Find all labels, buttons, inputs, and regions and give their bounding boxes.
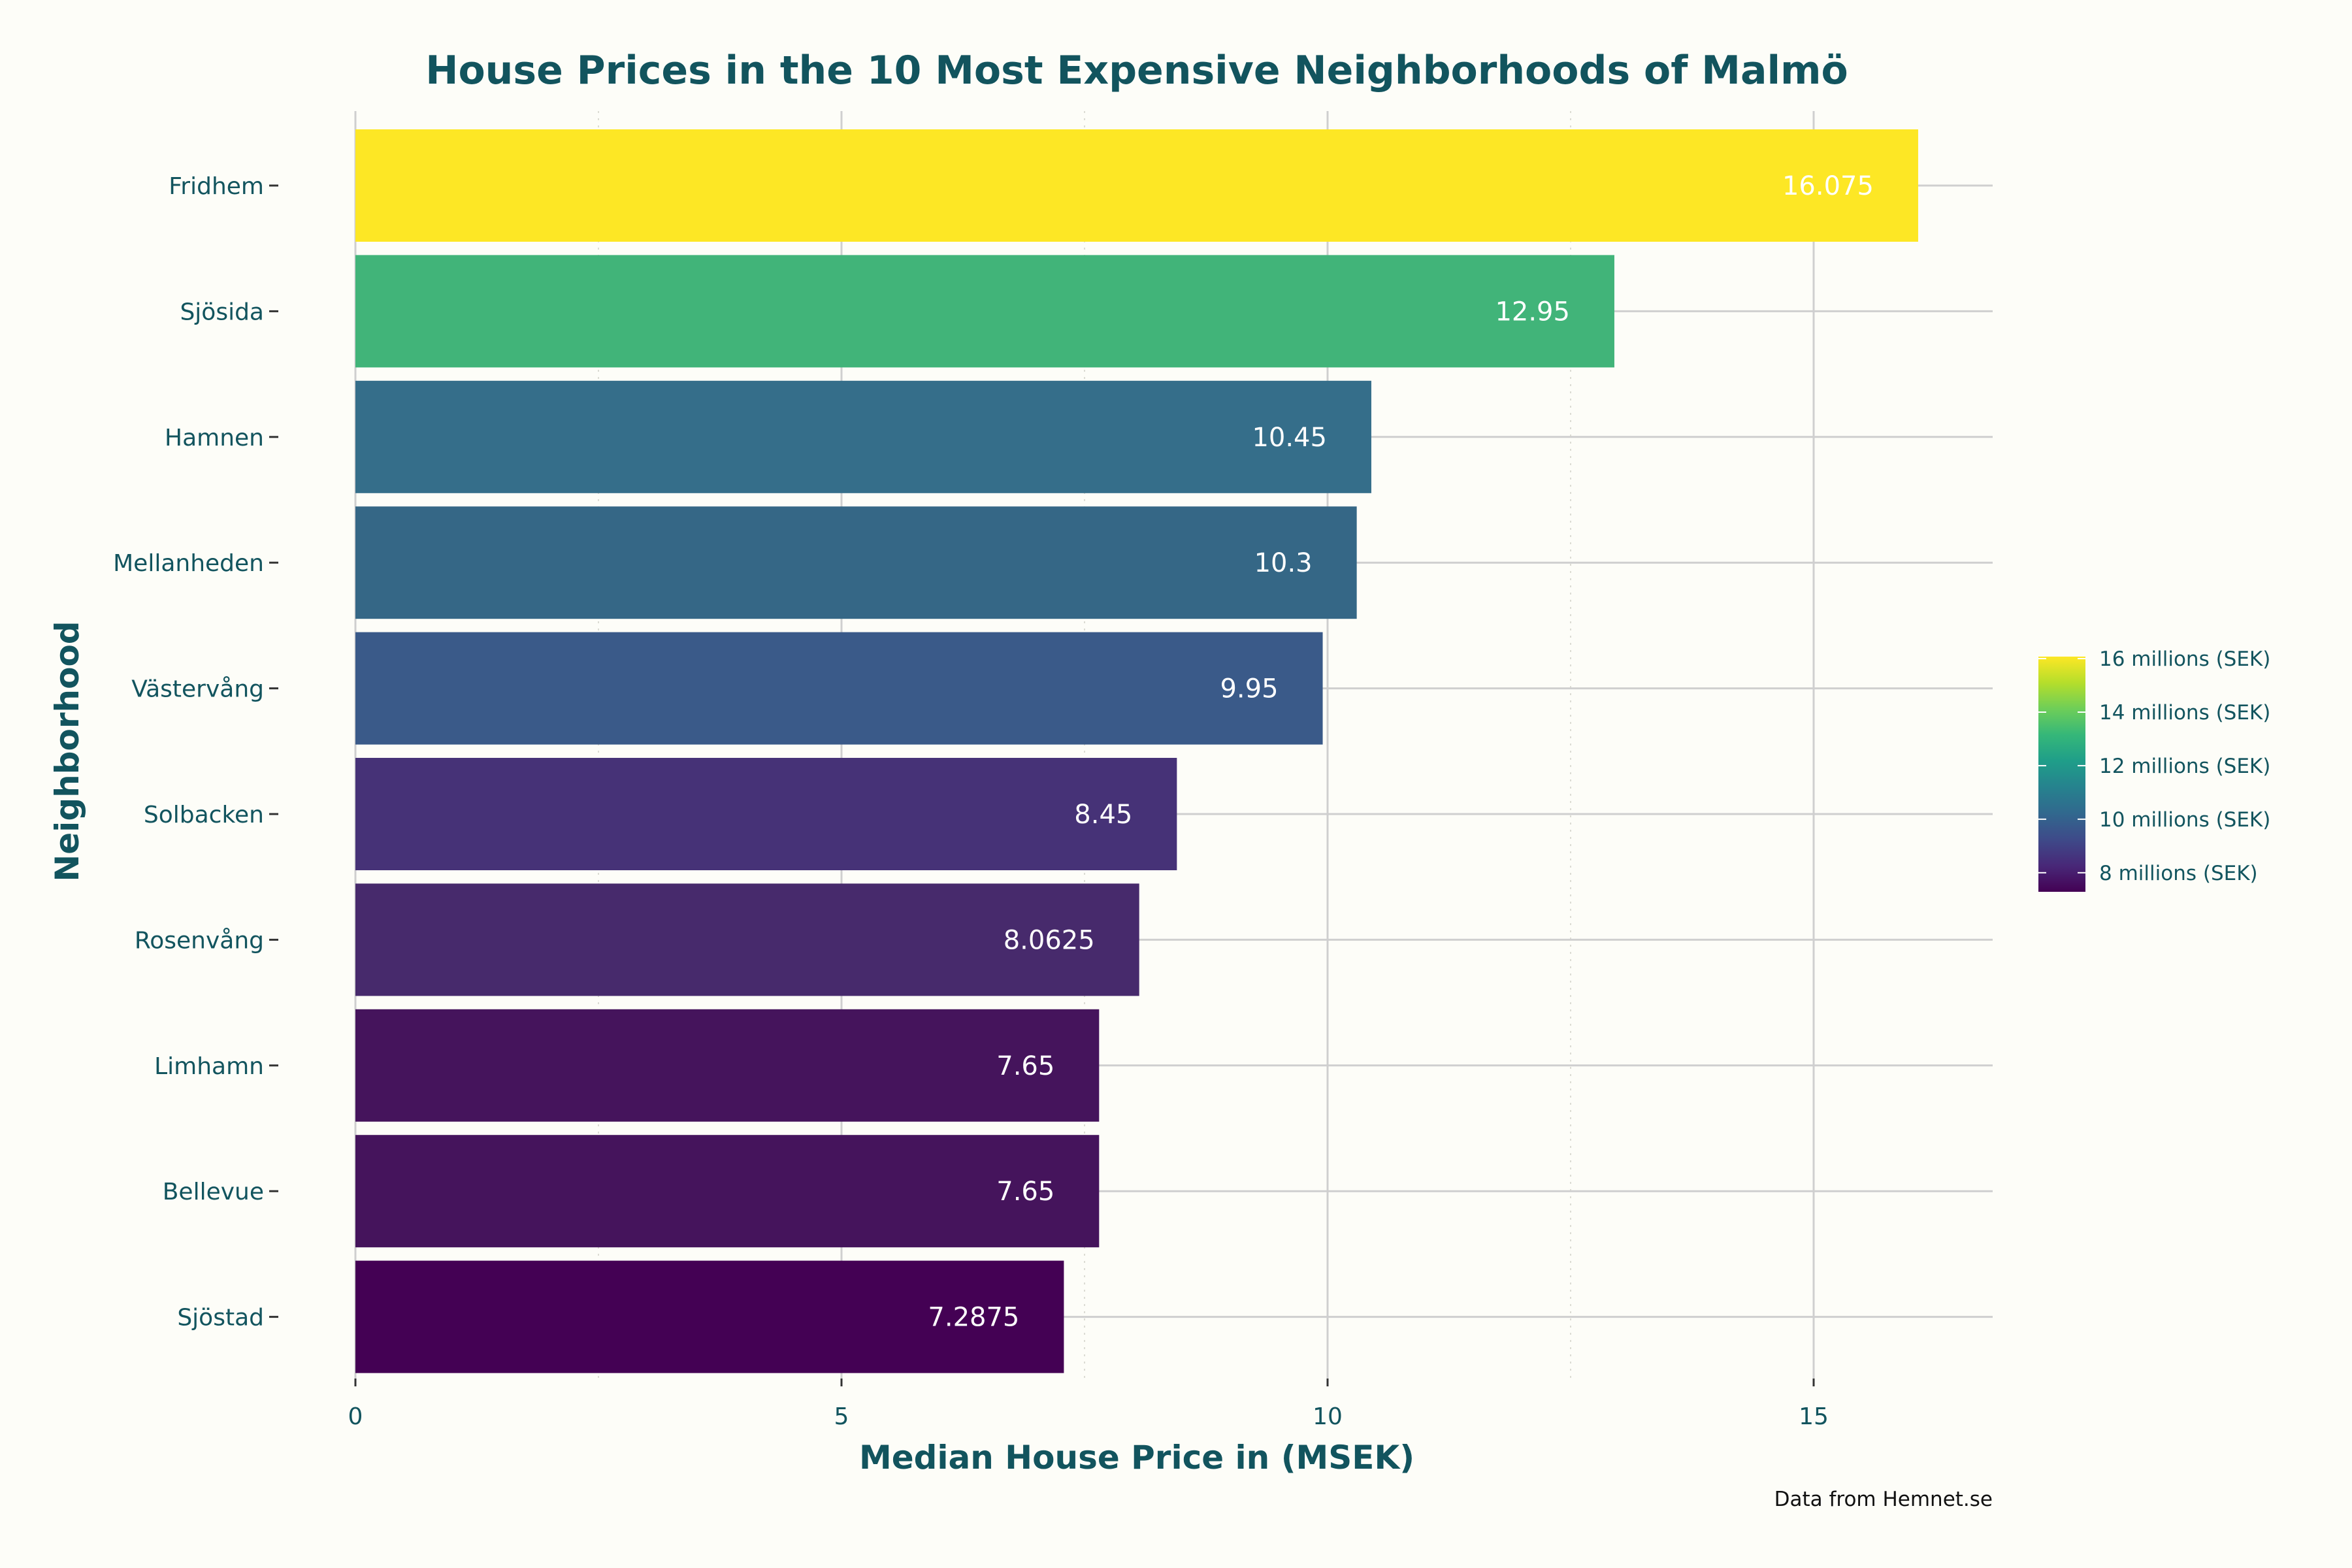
- bar-value-label: 8.45: [1074, 800, 1132, 830]
- bar: [355, 883, 1139, 996]
- bar: [355, 1009, 1100, 1122]
- bar-value-label: 8.0625: [1004, 925, 1095, 955]
- y-tick-label: Bellevue: [163, 1179, 264, 1205]
- bar: [355, 1135, 1100, 1248]
- bar-value-label: 9.95: [1220, 674, 1278, 704]
- x-axis-title: Median House Price in (MSEK): [859, 1439, 1414, 1477]
- bar-labels: 16.075 12.95 10.45 10.3 9.95 8.45 8.0625 7.65 7.…: [928, 171, 1874, 1333]
- bar: [355, 380, 1371, 493]
- x-tick-label: 10: [1313, 1403, 1343, 1430]
- y-tick-label: Västervång: [131, 676, 264, 703]
- bar-value-label: 12.95: [1495, 297, 1570, 327]
- legend-label: 8 millions (SEK): [2099, 862, 2258, 885]
- y-tick-label: Limhamn: [154, 1053, 264, 1080]
- caption: Data from Hemnet.se: [1774, 1488, 1993, 1511]
- bar: [355, 506, 1357, 619]
- y-tick-label: Sjösida: [180, 299, 264, 325]
- bar: [355, 758, 1177, 870]
- bar: [355, 129, 1918, 242]
- bar: [355, 255, 1614, 368]
- bar: [355, 632, 1323, 745]
- legend-ticks: 16 millions (SEK) 14 millions (SEK) 12 mil…: [2038, 647, 2270, 885]
- y-tick-label: Sjöstad: [177, 1305, 264, 1331]
- legend: 16 millions (SEK) 14 millions (SEK) 12 mil…: [2038, 647, 2270, 892]
- chart-title: House Prices in the 10 Most Expensive Ne…: [425, 48, 1848, 93]
- y-tick-label: Hamnen: [165, 425, 264, 451]
- bar-value-label: 7.2875: [928, 1303, 1019, 1333]
- y-tick-label: Fridhem: [169, 173, 264, 200]
- bar-value-label: 10.3: [1254, 548, 1313, 578]
- y-axis: Fridhem Sjösida Hamnen Mellanheden Västervån…: [113, 173, 278, 1331]
- legend-label: 16 millions (SEK): [2099, 647, 2270, 671]
- x-tick-label: 15: [1799, 1403, 1829, 1430]
- legend-colorbar: [2038, 657, 2085, 892]
- y-axis-title: Neighborhood: [48, 621, 86, 881]
- bars: [355, 129, 1918, 1373]
- bar-value-label: 10.45: [1252, 423, 1327, 453]
- bar: [355, 1260, 1064, 1373]
- bar-value-label: 7.65: [996, 1051, 1054, 1081]
- bar-value-label: 7.65: [996, 1177, 1054, 1207]
- y-tick-label: Rosenvång: [135, 927, 264, 954]
- legend-label: 12 millions (SEK): [2099, 755, 2270, 778]
- legend-label: 14 millions (SEK): [2099, 701, 2270, 725]
- bar-value-label: 16.075: [1782, 171, 1874, 201]
- y-tick-label: Mellanheden: [113, 550, 264, 577]
- x-tick-label: 5: [834, 1403, 849, 1430]
- x-tick-label: 0: [348, 1403, 363, 1430]
- y-tick-label: Solbacken: [144, 802, 264, 828]
- legend-label: 10 millions (SEK): [2099, 808, 2270, 832]
- x-axis: 0 5 10 15: [348, 1379, 1829, 1430]
